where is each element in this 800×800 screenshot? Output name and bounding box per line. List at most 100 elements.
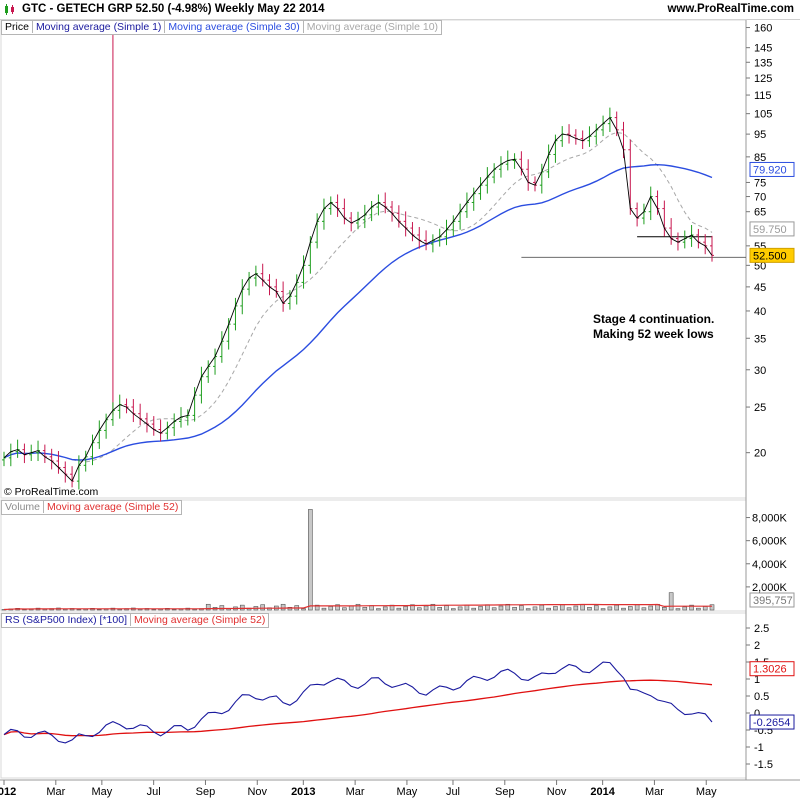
volume-bar — [342, 607, 347, 611]
site-url[interactable]: www.ProRealTime.com — [667, 3, 794, 15]
last-price-tag-text: 52.500 — [753, 250, 787, 262]
rs-tick-label: 2.5 — [754, 623, 769, 635]
last-price-tag-box — [749, 247, 795, 263]
price-tick-label: 75 — [754, 177, 766, 189]
rs-ma-value-tag-box — [749, 661, 795, 677]
volume-axis: 2,000K 4,000K 6,000K 8,000K — [746, 513, 788, 594]
volume-bar — [634, 604, 640, 611]
price-tick-label: 35 — [754, 333, 766, 345]
volume-bar — [328, 606, 334, 611]
price-tick-label: 145 — [754, 43, 772, 55]
volume-bar — [702, 606, 708, 611]
rs-value-tag-text: -0.2654 — [753, 717, 790, 729]
volume-bar — [423, 605, 429, 611]
legend-rs: RS (S&P500 Index) [*100] — [2, 614, 131, 626]
date-tick-label: Mar — [46, 786, 65, 798]
price-tick-label: 40 — [754, 306, 766, 318]
annotation-line-2: Making 52 week lows — [593, 327, 714, 341]
price-tick-label: 50 — [754, 260, 766, 272]
volume-bar — [348, 605, 354, 611]
volume-bar — [376, 608, 381, 611]
volume-series — [1, 509, 715, 611]
price-tick-label: 135 — [754, 57, 772, 69]
volume-bar — [471, 607, 477, 611]
volume-bar — [512, 607, 517, 611]
price-tick-label: 105 — [754, 109, 772, 121]
rs-legend: RS (S&P500 Index) [*100] Moving average (… — [1, 613, 270, 628]
price-tick-label: 20 — [754, 448, 766, 460]
legend-rs-ma: Moving average (Simple 52) — [134, 614, 266, 626]
volume-tick-label: 2,000K — [752, 582, 788, 594]
volume-panel — [0, 499, 747, 612]
date-tick-label: Nov — [547, 786, 567, 798]
price-legend: Price Moving average (Simple 1) Moving ave… — [1, 20, 443, 35]
rs-series — [3, 661, 713, 744]
volume-value-tag-box — [749, 592, 795, 608]
date-tick-label: Jul — [446, 786, 460, 798]
volume-bar — [335, 604, 340, 611]
price-axis: 2025303540455055657075859510511512513514… — [746, 23, 772, 460]
volume-bar — [171, 609, 177, 611]
price-tick-label: 125 — [754, 73, 772, 85]
volume-bar — [396, 607, 402, 611]
rs-value-tag-box — [749, 714, 795, 730]
legend-ma30: Moving average (Simple 30) — [165, 21, 304, 33]
legend-ma10: Moving average (Simple 10) — [306, 21, 439, 33]
volume-bar — [641, 607, 647, 611]
volume-bar — [430, 603, 436, 611]
date-tick-label: May — [696, 786, 717, 798]
volume-bar — [280, 603, 286, 611]
date-tick-label: Sep — [495, 786, 515, 798]
volume-tick-label: 8,000K — [752, 513, 788, 525]
value-tags: 79.920 59.750 52.500 395,757 1.3026 -0.2654 — [749, 161, 795, 730]
volume-tick-label: 4,000K — [752, 559, 788, 571]
volume-bar — [362, 607, 368, 611]
annotation: Stage 4 continuation. Making 52 week low… — [593, 312, 714, 342]
ma1-line — [3, 116, 713, 482]
volume-bar — [628, 606, 633, 611]
volume-bar — [621, 607, 626, 611]
volume-bar — [573, 605, 579, 611]
rs-value-tag: -0.2654 — [749, 714, 795, 730]
volume-bar — [566, 607, 572, 611]
volume-bar — [416, 607, 422, 611]
volume-bar — [587, 607, 592, 611]
ma30-line — [3, 163, 713, 461]
price-tick-label: 65 — [754, 207, 766, 219]
volume-bar — [260, 604, 265, 611]
date-tick-label: May — [397, 786, 418, 798]
ma30-value-tag-text: 79.920 — [753, 164, 787, 176]
price-tick-label: 160 — [754, 23, 772, 35]
volume-bar — [580, 603, 585, 611]
volume-bar — [308, 509, 313, 611]
volume-bar — [662, 607, 667, 611]
ma30-value-tag-box — [749, 161, 795, 177]
volume-bar — [355, 603, 361, 611]
price-tick-label: 30 — [754, 365, 766, 377]
volume-bar — [532, 606, 538, 611]
volume-value-tag: 395,757 — [749, 592, 795, 608]
rs-ma-value-tag-text: 1.3026 — [753, 664, 787, 676]
date-axis: 2012 Mar May Jul Sep Nov 2013 Mar May Jul Sep Nov 20… — [0, 780, 717, 798]
volume-bar — [648, 605, 654, 611]
price-series — [2, 30, 746, 490]
volume-bar — [675, 608, 681, 611]
volume-bar — [607, 606, 613, 611]
volume-bar — [593, 605, 599, 611]
price-tick-label: 70 — [754, 192, 766, 204]
volume-bar — [321, 607, 327, 611]
price-tick-label: 25 — [754, 402, 766, 414]
date-tick-label: 2014 — [590, 786, 615, 798]
ma10-value-tag-box — [749, 221, 795, 237]
volume-bar — [519, 605, 524, 611]
volume-bar — [709, 604, 715, 611]
volume-value-tag-text: 395,757 — [753, 595, 793, 607]
volume-legend: Volume Moving average (Simple 52) — [1, 500, 183, 515]
volume-bar — [546, 607, 551, 611]
rs-tick-label: -1 — [754, 742, 764, 754]
watermark: © ProRealTime.com — [4, 486, 99, 498]
volume-bar — [553, 606, 558, 611]
volume-bar — [498, 605, 504, 611]
legend-vol-ma: Moving average (Simple 52) — [47, 501, 179, 513]
volume-bar — [219, 605, 225, 611]
